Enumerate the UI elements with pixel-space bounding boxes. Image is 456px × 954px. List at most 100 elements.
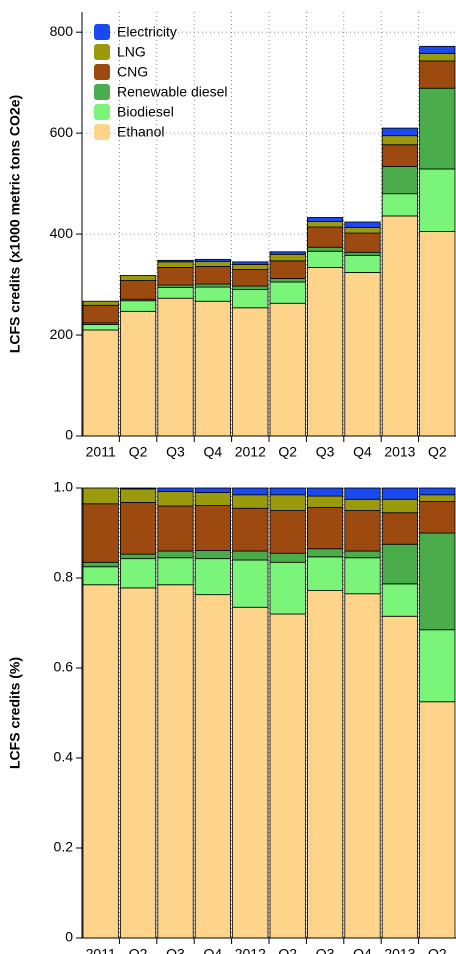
bar-segment [194,505,231,551]
bar-segment [157,487,194,492]
bar-segment [381,215,419,437]
bar-segment [344,221,381,228]
bar-segment [419,60,456,89]
legend-swatch [94,44,110,60]
legend-label: Biodiesel [117,104,174,120]
bar-segment [194,260,231,267]
legend-swatch [94,104,110,120]
bar-segment [306,556,344,591]
x-tick-label: Q2 [129,946,148,954]
bar-segment [269,253,306,262]
bar-segment [306,267,344,437]
y-axis-label: LCFS credits (%) [7,657,23,769]
bar-segment [419,532,456,631]
x-tick-label: Q2 [129,444,148,460]
bar-segment [82,304,119,324]
bar-segment [344,227,381,234]
bar-segment [232,606,269,939]
bar-segment [120,310,157,437]
bar-segment [419,487,456,496]
y-tick-label: 0.6 [54,659,74,675]
bar-segment [157,261,194,268]
y-tick-label: 0 [65,427,73,443]
bar-segment [381,487,419,500]
bar-segment [194,286,231,302]
bar-segment [306,548,344,558]
bar-segment [269,613,306,939]
x-tick-label: Q2 [428,946,447,954]
bar-segment [269,494,306,511]
x-tick-label: Q4 [204,444,223,460]
bar-segment [381,543,419,585]
bar-segment [381,615,419,939]
bar-segment [419,231,456,437]
bar-segment [82,566,119,586]
bar-segment [82,329,119,437]
bar-segment [157,550,194,559]
x-tick-label: Q4 [353,946,372,954]
bar-segment [344,557,381,595]
bar-segment [232,263,269,270]
bar-segment [157,505,194,552]
bar-segment [381,583,419,617]
bar-segment [306,487,344,497]
y-tick-label: 0.8 [54,569,74,585]
bar-segment [194,283,231,288]
legend-label: CNG [117,64,148,80]
bar-segment [419,52,456,62]
bar-segment [157,491,194,507]
bar-segment [306,250,344,268]
legend-label: LNG [117,44,146,60]
bar-segment [306,246,344,252]
bar-segment [269,561,306,615]
y-tick-label: 0.4 [54,749,74,765]
bar-segment [306,506,344,550]
bar-segment [344,593,381,939]
bar-segment [344,550,381,559]
x-tick-label: Q2 [428,444,447,460]
x-tick-label: Q3 [316,444,335,460]
bar-segment [306,226,344,248]
legend-label: Renewable diesel [117,84,228,100]
bar-segment [419,87,456,170]
bar-segment [269,278,306,283]
bar-segment [381,193,419,217]
x-tick-label: Q3 [316,946,335,954]
y-tick-label: 0.2 [54,839,74,855]
legend-swatch [94,64,110,80]
legend-swatch [94,124,110,140]
bar-segment [82,561,119,568]
bar-segment [269,260,306,279]
bar-segment [194,265,231,285]
bar-segment [232,507,269,552]
bar-segment [419,629,456,703]
legend-label: Electricity [117,24,177,40]
bar-segment [344,254,381,273]
bar-segment [306,590,344,939]
y-tick-label: 400 [50,225,74,241]
bar-segment [232,494,269,509]
bar-segment [157,287,194,299]
bar-segment [419,168,456,232]
bar-segment [232,487,269,496]
x-tick-label: 2011 [86,444,116,460]
bar-segment [306,221,344,228]
x-tick-label: Q4 [353,444,372,460]
x-tick-label: 2013 [384,444,415,460]
bar-segment [120,587,157,939]
bar-segment [232,307,269,437]
x-tick-label: Q2 [278,946,297,954]
bar-segment [194,492,231,506]
bar-segment [306,217,344,222]
bar-segment [82,503,119,563]
x-tick-label: 2012 [235,946,266,954]
bar-segment [232,261,269,265]
legend-swatch [94,24,110,40]
bar-segment [120,501,157,555]
x-tick-label: 2013 [384,946,415,954]
bar-segment [157,259,194,263]
bar-segment [157,267,194,286]
x-tick-label: Q2 [278,444,297,460]
bar-segment [344,498,381,511]
